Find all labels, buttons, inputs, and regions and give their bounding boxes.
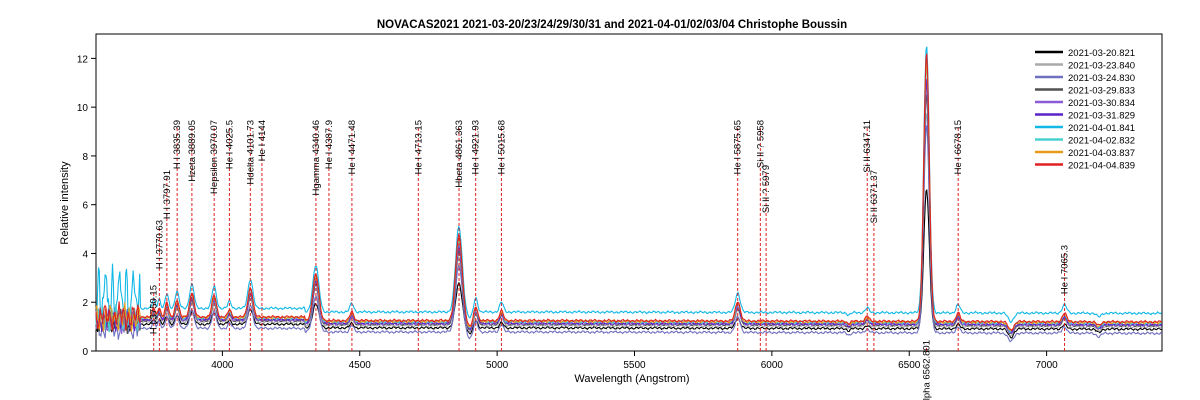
series-line (95, 53, 1163, 332)
y-tick-label: 4 (82, 249, 88, 260)
identification-label: He I 4387.9 (324, 120, 335, 169)
identification-label: He I 4921.93 (471, 120, 482, 174)
legend-label: 2021-03-24.830 (1068, 73, 1135, 84)
identification-label: He I 7065.3 (1060, 245, 1071, 294)
x-tick-label: 4000 (211, 360, 234, 371)
identification-label: Hbeta 4861.363 (454, 120, 465, 188)
legend: 2021-03-20.821 2021-03-23.8402021-03-24.8… (1035, 48, 1135, 172)
series-line (95, 60, 1163, 332)
x-tick-label: 7000 (1035, 360, 1058, 371)
identification-label: H I 3797.91 (162, 170, 173, 219)
x-axis-label: Wavelength (Angstrom) (574, 373, 689, 385)
legend-label: 2021-04-02.832 (1068, 136, 1135, 147)
legend-label: 2021-04-04.839 (1068, 161, 1135, 172)
identification-label: He I 5875.65 (733, 120, 744, 174)
identification-label: Si II ? 5958 (755, 120, 766, 168)
x-tick-label: 5500 (623, 360, 646, 371)
y-tick-label: 12 (77, 54, 89, 65)
series-line (95, 78, 1163, 334)
series-line (95, 66, 1162, 334)
identification-label: He I 4025.5 (224, 120, 235, 169)
y-tick-label: 8 (82, 152, 88, 163)
y-tick-label: 10 (77, 103, 89, 114)
legend-label: 2021-03-23.840 (1068, 61, 1135, 72)
x-tick-label: 4500 (349, 360, 372, 371)
identification-label: Hgamma 4340.46 (311, 120, 322, 196)
y-tick-label: 6 (82, 201, 88, 212)
x-tick-label: 6000 (761, 360, 784, 371)
identification-label: Si II 6371.37 (869, 170, 880, 223)
series-line (95, 46, 1163, 324)
legend-label: 2021-03-29.833 (1068, 86, 1135, 97)
identification-label: H I 3835.39 (172, 120, 183, 169)
identification-label: Hdelta 4101.73 (245, 120, 256, 184)
series-line (95, 125, 1162, 343)
identification-label: He I 4471.48 (347, 120, 358, 174)
legend-label: 2021-04-03.837 (1068, 148, 1135, 159)
identification-label: Hepsilon 3970.07 (209, 120, 220, 194)
legend-label: 2021-04-01.841 (1068, 123, 1135, 134)
y-tick-label: 2 (82, 298, 88, 309)
plot-area: 4000 4500 5000 5500 6000 6500 7000 0 2 4 6 8 10 12 H I… (77, 33, 1163, 400)
identification-label: Halpha 6562.801 (921, 340, 932, 400)
identification-label: He I 6678.15 (953, 120, 964, 174)
y-tick-label: 0 (82, 347, 88, 358)
identification-label: Hzeta 3889.05 (187, 120, 198, 182)
legend-label: 2021-03-31.829 (1068, 111, 1135, 122)
identification-label: He I 4713.15 (413, 120, 424, 174)
y-axis-label: Relative intensity (59, 161, 71, 245)
legend-label: 2021-03-20.821 (1068, 48, 1135, 59)
identification-label: H I 3750.15 (149, 285, 160, 334)
x-tick-label: 5000 (486, 360, 509, 371)
identification-label: H I 3770.63 (154, 220, 165, 269)
identification-label: Si II ? 5979 (761, 165, 772, 213)
identification-label: He I 4144 (257, 120, 268, 161)
identification-label: Si II 6347.11 (862, 120, 873, 173)
x-tick-label: 6500 (898, 360, 921, 371)
plot-frame (95, 33, 1163, 352)
series-line (95, 188, 1162, 339)
identification-label: He I 5015.68 (496, 120, 507, 174)
chart-title: NOVACAS2021 2021-03-20/23/24/29/30/31 an… (377, 19, 847, 31)
legend-label: 2021-03-30.834 (1068, 98, 1135, 109)
